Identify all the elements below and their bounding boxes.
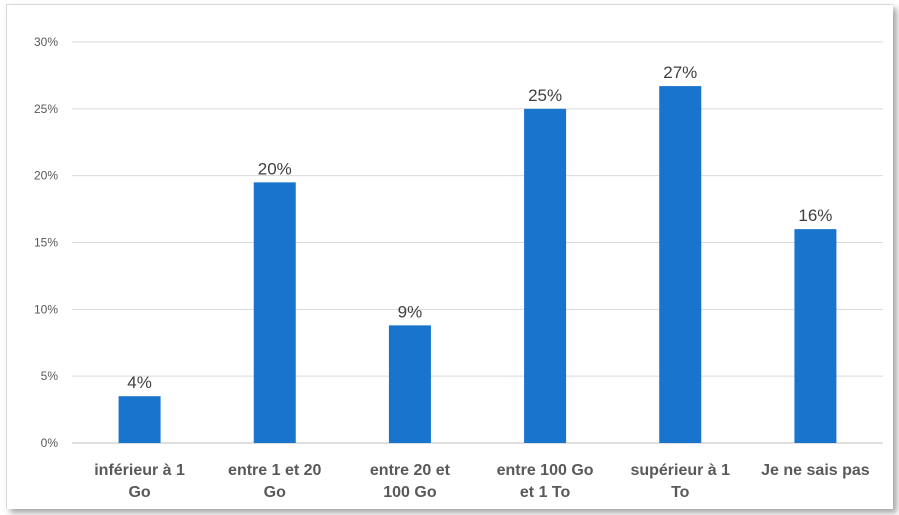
x-tick-label: To <box>671 484 690 501</box>
y-tick-label: 20% <box>34 169 58 183</box>
x-tick-label: entre 20 et <box>370 462 451 479</box>
x-tick-label: inférieur à 1 <box>94 462 185 479</box>
x-tick-label: 100 Go <box>383 484 437 501</box>
data-label: 9% <box>398 302 423 321</box>
bar <box>794 229 837 443</box>
x-tick-label: supérieur à 1 <box>630 462 730 479</box>
bar <box>118 396 161 443</box>
y-tick-label: 5% <box>41 369 59 383</box>
y-tick-label: 15% <box>34 236 58 250</box>
data-label: 25% <box>528 86 562 105</box>
data-label: 4% <box>127 373 152 392</box>
data-label: 27% <box>663 63 697 82</box>
x-tick-label: entre 100 Go <box>497 462 594 479</box>
y-tick-label: 0% <box>41 436 59 450</box>
x-tick-label: Je ne sais pas <box>761 462 870 479</box>
y-tick-label: 10% <box>34 302 58 316</box>
x-tick-label: Go <box>128 484 150 501</box>
data-label: 20% <box>258 159 292 178</box>
y-tick-label: 25% <box>34 102 58 116</box>
data-label: 16% <box>798 206 832 225</box>
bar <box>524 108 567 443</box>
x-tick-label: et 1 To <box>520 484 571 501</box>
y-tick-label: 30% <box>34 35 58 49</box>
bar <box>659 86 702 444</box>
bar <box>388 325 431 443</box>
bar <box>253 182 296 443</box>
x-tick-label: Go <box>264 484 286 501</box>
x-tick-label: entre 1 et 20 <box>228 462 321 479</box>
